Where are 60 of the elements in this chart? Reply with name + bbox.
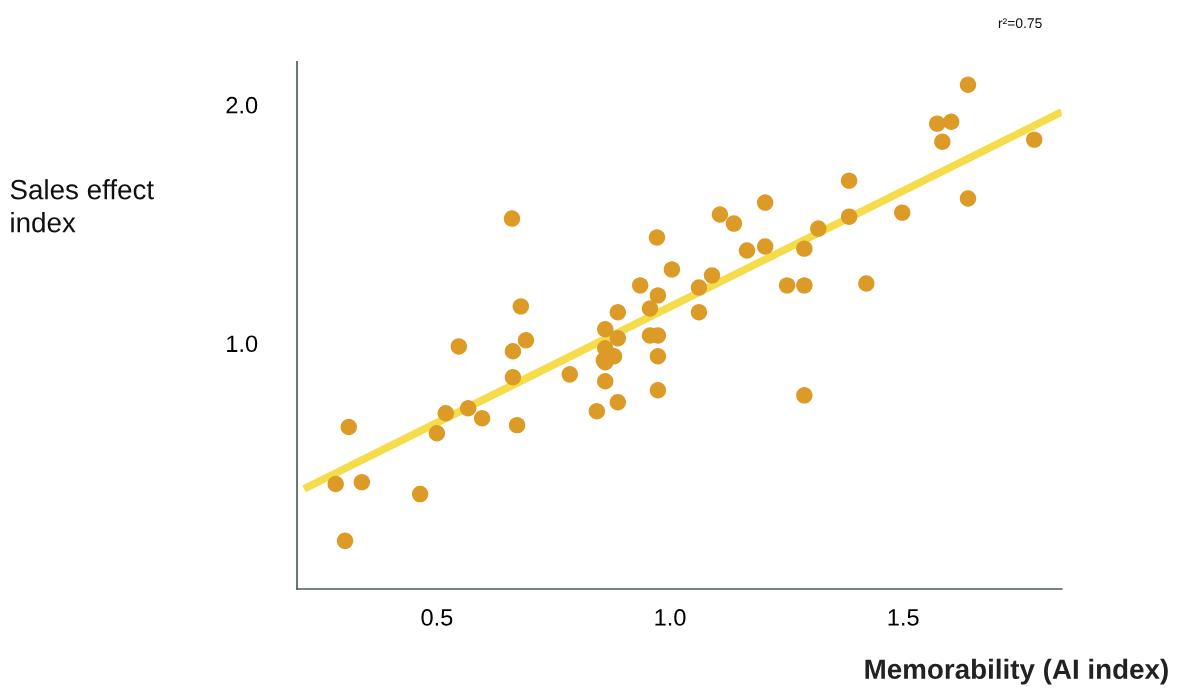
point [725, 215, 743, 232]
point [690, 304, 708, 321]
x-tick-label: 1.0 [655, 609, 686, 626]
point [609, 394, 627, 411]
point [810, 220, 827, 237]
point [450, 338, 468, 355]
point [327, 475, 344, 493]
point [649, 382, 667, 399]
point [756, 194, 774, 211]
point [473, 410, 491, 427]
point [840, 208, 858, 225]
point [858, 275, 875, 292]
point [512, 298, 530, 315]
point [796, 277, 813, 294]
point [796, 240, 813, 257]
point [609, 304, 627, 321]
point [459, 399, 477, 417]
point [959, 76, 977, 93]
point [437, 405, 454, 422]
point [340, 418, 357, 436]
point [1025, 131, 1043, 148]
x-tick-label: 1.5 [888, 609, 919, 626]
point [894, 204, 911, 221]
point [738, 242, 756, 259]
point [778, 277, 796, 294]
point [929, 115, 946, 132]
point [840, 172, 858, 189]
point [631, 277, 649, 294]
point [588, 403, 606, 420]
point [959, 190, 977, 207]
point [597, 373, 614, 390]
point [756, 238, 774, 255]
y-tick-label: 2.0 [226, 96, 258, 114]
point [703, 267, 721, 284]
x-axis-title: Memorability (AI index) [865, 658, 1168, 685]
point [796, 387, 813, 404]
point [597, 321, 614, 338]
point [503, 210, 521, 227]
point [428, 425, 446, 442]
point [353, 473, 371, 491]
point [561, 366, 579, 383]
text: r²=0.75 [998, 18, 1042, 29]
point [934, 133, 951, 150]
point [641, 300, 659, 317]
point [508, 416, 526, 434]
point [690, 279, 708, 296]
point [663, 261, 681, 278]
point [648, 229, 666, 246]
point [711, 206, 729, 223]
point [504, 368, 522, 386]
point [504, 342, 522, 360]
point [411, 485, 429, 503]
point [942, 113, 960, 130]
point [609, 330, 627, 347]
y-axis-title: Sales effect index [10, 179, 154, 233]
point [336, 532, 354, 550]
point [517, 332, 535, 349]
x-tick-label: 0.5 [421, 609, 453, 626]
point [649, 347, 667, 365]
point [649, 287, 667, 304]
